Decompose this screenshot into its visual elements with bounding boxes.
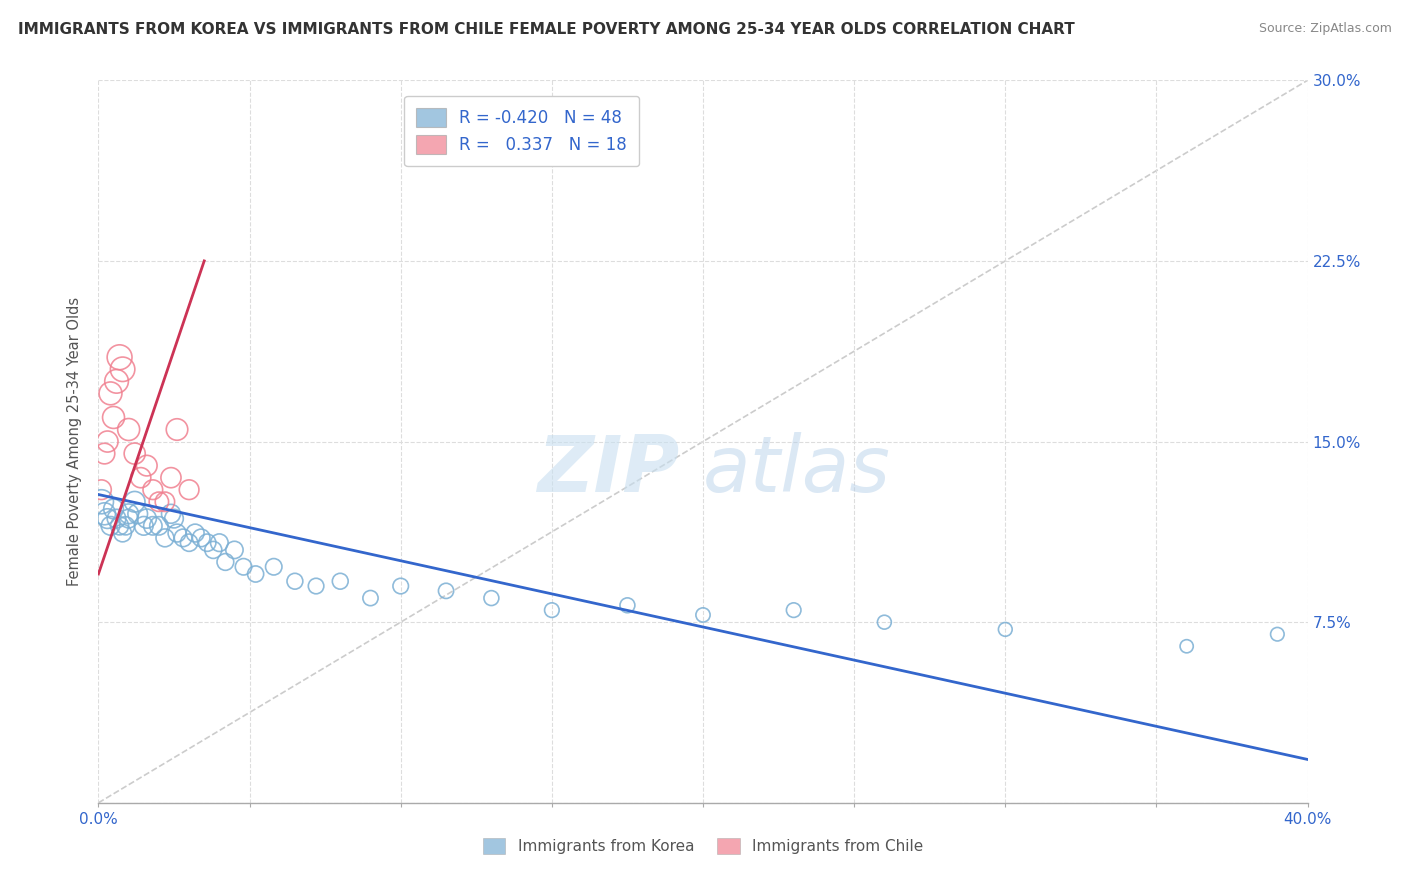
Point (93, 507, 115, 521)
Point (208, 535, 231, 549)
Point (90, 483, 112, 497)
Point (179, 535, 201, 549)
Point (160, 470, 183, 484)
Point (481, 591, 503, 605)
Point (148, 518, 170, 533)
Point (994, 623, 1017, 637)
Point (111, 526, 134, 541)
Point (108, 350, 131, 364)
Point (124, 494, 146, 508)
Legend: Immigrants from Korea, Immigrants from Chile: Immigrants from Korea, Immigrants from C… (477, 832, 929, 860)
Point (329, 574, 352, 589)
Point (540, 603, 562, 617)
Text: ZIP: ZIP (537, 433, 679, 508)
Point (100, 518, 122, 533)
Point (873, 615, 896, 630)
Point (284, 574, 307, 589)
Point (184, 526, 207, 541)
Point (100, 386, 122, 401)
Point (179, 483, 201, 497)
Point (135, 511, 157, 525)
Point (232, 559, 254, 574)
Point (96, 511, 118, 525)
Point (305, 579, 328, 593)
Point (124, 446, 146, 460)
Point (105, 374, 128, 388)
Text: IMMIGRANTS FROM KOREA VS IMMIGRANTS FROM CHILE FEMALE POVERTY AMONG 25-34 YEAR O: IMMIGRANTS FROM KOREA VS IMMIGRANTS FROM… (18, 22, 1076, 37)
Point (103, 502, 125, 516)
Point (224, 542, 246, 557)
Text: Source: ZipAtlas.com: Source: ZipAtlas.com (1258, 22, 1392, 36)
Point (114, 518, 136, 533)
Point (135, 458, 157, 473)
Point (142, 518, 165, 533)
Point (166, 526, 188, 541)
Point (103, 410, 125, 425)
Point (1175, 639, 1198, 653)
Text: atlas: atlas (703, 433, 891, 508)
Point (166, 422, 188, 436)
Point (108, 518, 131, 533)
Point (245, 567, 267, 582)
Point (360, 591, 382, 605)
Point (434, 583, 457, 598)
Point (153, 494, 176, 508)
Point (93, 446, 115, 460)
Point (190, 531, 212, 545)
Point (160, 507, 183, 521)
Point (148, 494, 170, 508)
Point (692, 607, 714, 622)
Point (127, 507, 149, 521)
Point (389, 579, 412, 593)
Point (1267, 627, 1289, 641)
Point (195, 535, 218, 549)
Point (132, 518, 155, 533)
Point (172, 531, 194, 545)
Point (214, 555, 236, 569)
Point (111, 362, 134, 376)
Point (142, 483, 165, 497)
Point (118, 511, 141, 525)
Point (153, 531, 176, 545)
Point (90, 494, 112, 508)
Y-axis label: Female Poverty Among 25-34 Year Olds: Female Poverty Among 25-34 Year Olds (67, 297, 83, 586)
Point (118, 507, 141, 521)
Point (118, 422, 141, 436)
Point (783, 603, 806, 617)
Point (202, 542, 225, 557)
Point (129, 470, 152, 484)
Point (616, 599, 638, 613)
Point (105, 511, 128, 525)
Point (263, 559, 285, 574)
Point (96, 434, 118, 449)
Point (163, 511, 186, 525)
